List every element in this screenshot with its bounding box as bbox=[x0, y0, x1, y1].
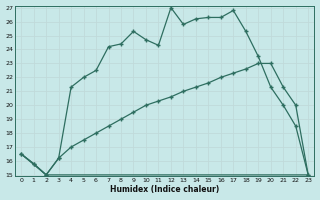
X-axis label: Humidex (Indice chaleur): Humidex (Indice chaleur) bbox=[110, 185, 219, 194]
